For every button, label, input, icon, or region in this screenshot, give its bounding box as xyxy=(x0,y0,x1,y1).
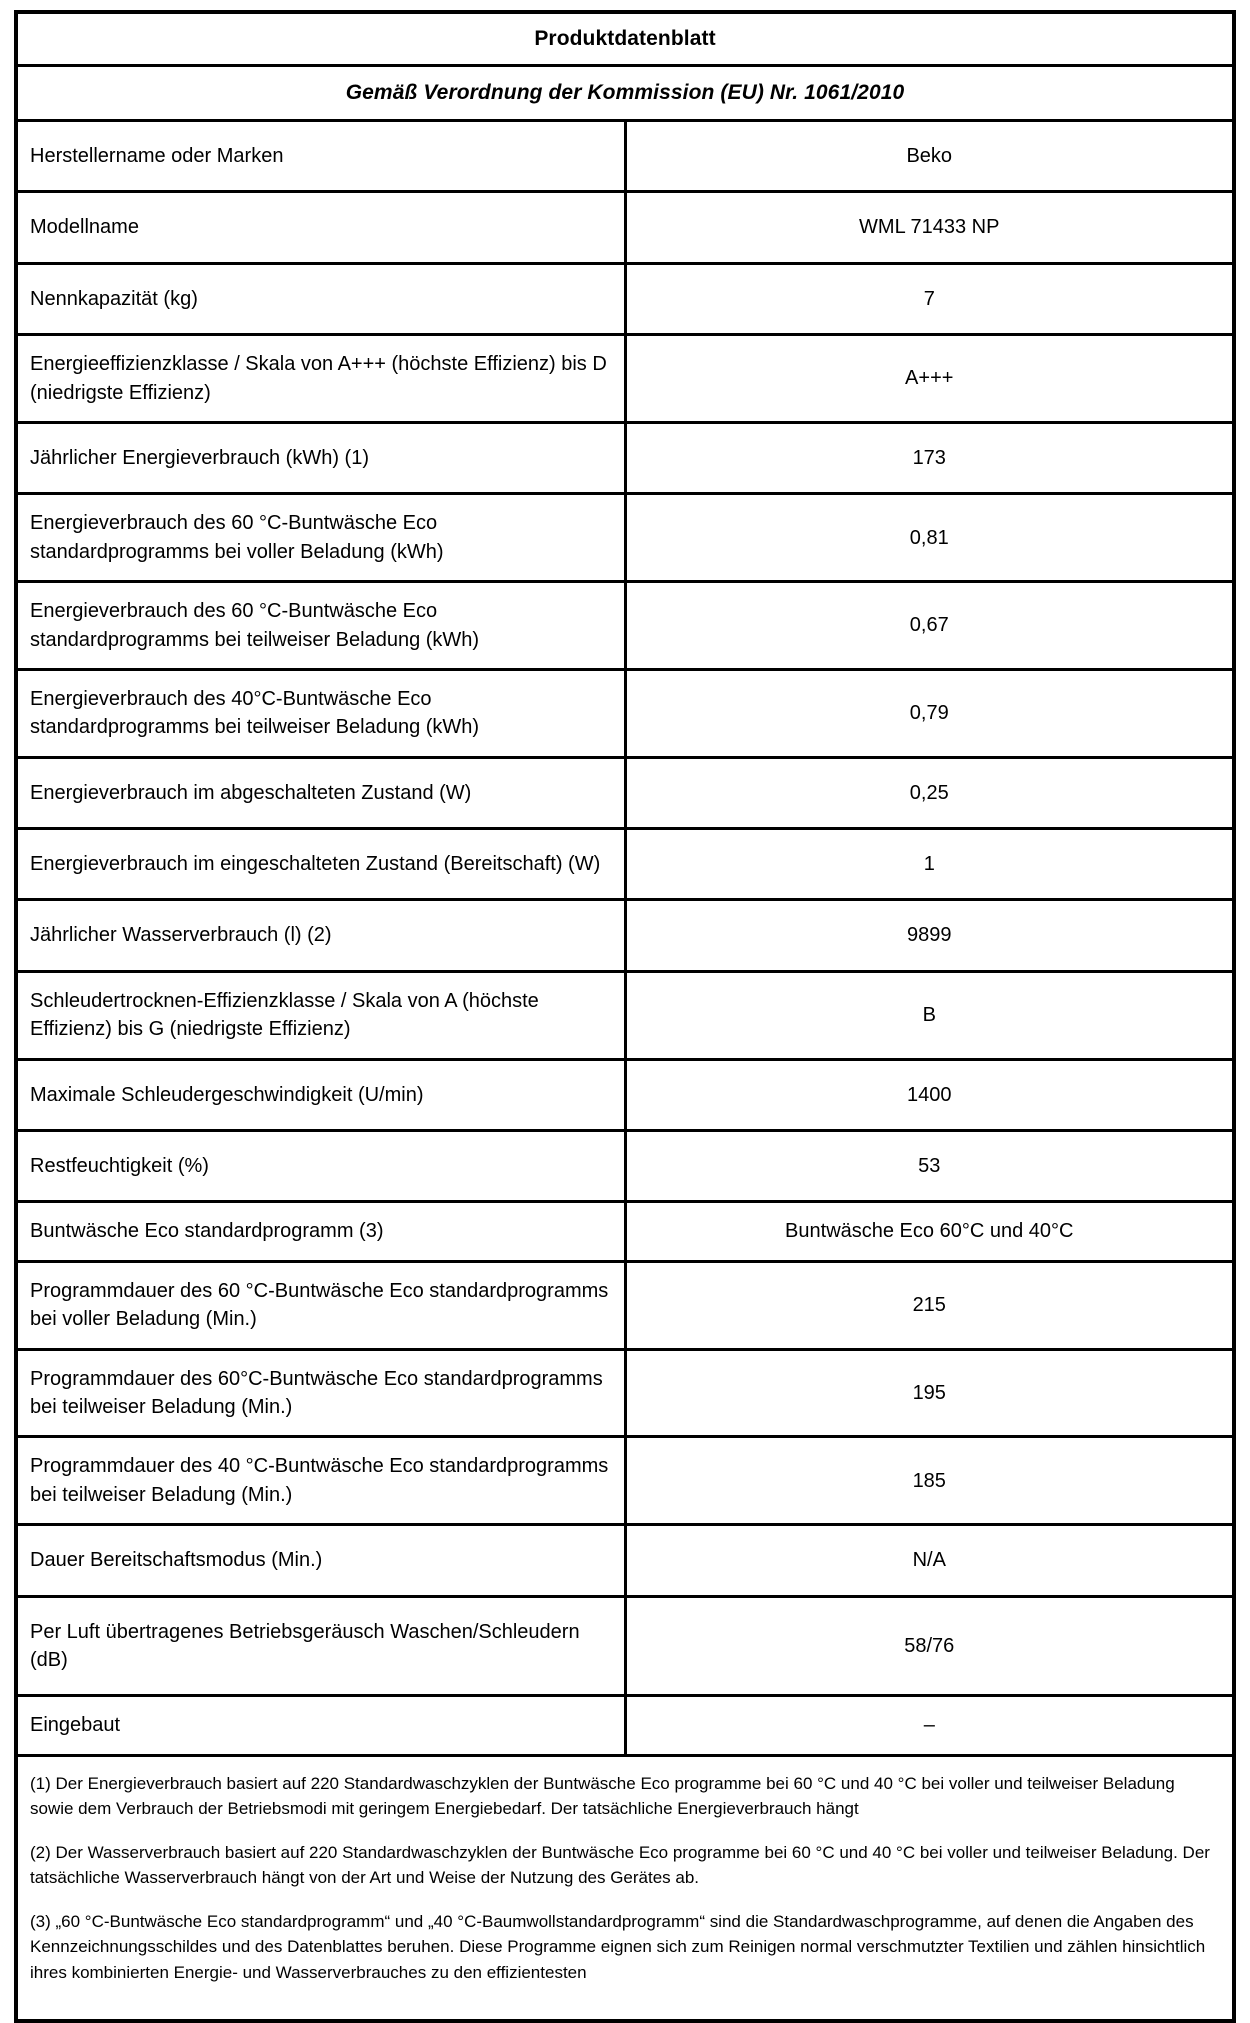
footnotes-row: (1) Der Energieverbrauch basiert auf 220… xyxy=(14,1753,1236,2023)
row-value: 9899 xyxy=(623,898,1236,973)
document-title: Produktdatenblatt xyxy=(14,10,1236,67)
row-label: Programmdauer des 40 °C-Buntwäsche Eco s… xyxy=(14,1435,627,1527)
table-row: Restfeuchtigkeit (%) 53 xyxy=(14,1129,1236,1204)
table-row: Energieverbrauch des 60 °C-Buntwäsche Ec… xyxy=(14,492,1236,584)
row-value: N/A xyxy=(623,1523,1236,1598)
product-data-table: Produktdatenblatt Gemäß Verordnung der K… xyxy=(14,10,1236,2023)
table-row: Modellname WML 71433 NP xyxy=(14,190,1236,265)
table-row: Programmdauer des 40 °C-Buntwäsche Eco s… xyxy=(14,1435,1236,1527)
row-value: 58/76 xyxy=(623,1594,1236,1698)
row-label: Restfeuchtigkeit (%) xyxy=(14,1129,627,1204)
footnotes-block: (1) Der Energieverbrauch basiert auf 220… xyxy=(14,1753,1236,2023)
row-label: Energieverbrauch des 40°C-Buntwäsche Eco… xyxy=(14,667,627,759)
row-value: WML 71433 NP xyxy=(623,190,1236,265)
table-row: Programmdauer des 60 °C-Buntwäsche Eco s… xyxy=(14,1259,1236,1351)
table-row: Energieverbrauch des 40°C-Buntwäsche Eco… xyxy=(14,667,1236,759)
row-label: Energieverbrauch im abgeschalteten Zusta… xyxy=(14,755,627,831)
footnote: (2) Der Wasserverbrauch basiert auf 220 … xyxy=(30,1842,1210,1888)
table-row: Jährlicher Energieverbrauch (kWh) (1) 173 xyxy=(14,420,1236,496)
row-value: Beko xyxy=(623,118,1236,194)
row-value: 0,79 xyxy=(623,667,1236,759)
row-label: Modellname xyxy=(14,190,627,265)
table-row: Herstellername oder Marken Beko xyxy=(14,118,1236,194)
row-value: 53 xyxy=(623,1129,1236,1204)
table-row: Jährlicher Wasserverbrauch (l) (2) 9899 xyxy=(14,898,1236,973)
row-value: 173 xyxy=(623,420,1236,496)
row-value: 7 xyxy=(623,261,1236,337)
row-label: Energieeffizienzklasse / Skala von A+++ … xyxy=(14,333,627,424)
row-label: Jährlicher Wasserverbrauch (l) (2) xyxy=(14,898,627,973)
row-value: A+++ xyxy=(623,333,1236,424)
row-value: 0,25 xyxy=(623,755,1236,831)
row-value: 185 xyxy=(623,1435,1236,1527)
table-row: Maximale Schleudergeschwindigkeit (U/min… xyxy=(14,1057,1236,1133)
row-label: Energieverbrauch des 60 °C-Buntwäsche Ec… xyxy=(14,492,627,584)
row-value: B xyxy=(623,969,1236,1061)
row-label: Per Luft übertragenes Betriebsgeräusch W… xyxy=(14,1594,627,1698)
row-label: Maximale Schleudergeschwindigkeit (U/min… xyxy=(14,1057,627,1133)
product-datasheet: Produktdatenblatt Gemäß Verordnung der K… xyxy=(14,10,1236,2023)
table-row: Nennkapazität (kg) 7 xyxy=(14,261,1236,337)
footnote: (1) Der Energieverbrauch basiert auf 220… xyxy=(30,1773,1175,1819)
row-value: 215 xyxy=(623,1259,1236,1351)
row-label: Schleudertrocknen-Effizienzklasse / Skal… xyxy=(14,969,627,1061)
table-row: Energieverbrauch im eingeschalteten Zust… xyxy=(14,827,1236,902)
row-label: Programmdauer des 60 °C-Buntwäsche Eco s… xyxy=(14,1259,627,1351)
table-row: Dauer Bereitschaftsmodus (Min.) N/A xyxy=(14,1523,1236,1598)
row-value: 0,67 xyxy=(623,580,1236,671)
table-row: Energieeffizienzklasse / Skala von A+++ … xyxy=(14,333,1236,424)
table-row: Energieverbrauch des 60 °C-Buntwäsche Ec… xyxy=(14,580,1236,671)
table-subtitle-row: Gemäß Verordnung der Kommission (EU) Nr.… xyxy=(14,64,1236,122)
row-label: Energieverbrauch im eingeschalteten Zust… xyxy=(14,827,627,902)
row-label: Herstellername oder Marken xyxy=(14,118,627,194)
row-label: Buntwäsche Eco standardprogramm (3) xyxy=(14,1200,627,1263)
row-value: 0,81 xyxy=(623,492,1236,584)
table-body: Produktdatenblatt Gemäß Verordnung der K… xyxy=(14,10,1236,2023)
row-label: Programmdauer des 60°C-Buntwäsche Eco st… xyxy=(14,1347,627,1439)
row-label: Dauer Bereitschaftsmodus (Min.) xyxy=(14,1523,627,1598)
row-value: Buntwäsche Eco 60°C und 40°C xyxy=(623,1200,1236,1263)
row-label: Energieverbrauch des 60 °C-Buntwäsche Ec… xyxy=(14,580,627,671)
table-row: Eingebaut – xyxy=(14,1694,1236,1757)
row-label: Eingebaut xyxy=(14,1694,627,1757)
table-row: Schleudertrocknen-Effizienzklasse / Skal… xyxy=(14,969,1236,1061)
table-row: Buntwäsche Eco standardprogramm (3) Buntw… xyxy=(14,1200,1236,1263)
table-row: Per Luft übertragenes Betriebsgeräusch W… xyxy=(14,1594,1236,1698)
table-title-row: Produktdatenblatt xyxy=(14,10,1236,67)
row-value: 195 xyxy=(623,1347,1236,1439)
row-value: – xyxy=(623,1694,1236,1757)
row-label: Nennkapazität (kg) xyxy=(14,261,627,337)
table-row: Programmdauer des 60°C-Buntwäsche Eco st… xyxy=(14,1347,1236,1439)
footnote: (3) „60 °C-Buntwäsche Eco standardprogra… xyxy=(30,1911,1206,1982)
table-row: Energieverbrauch im abgeschalteten Zusta… xyxy=(14,755,1236,831)
row-value: 1 xyxy=(623,827,1236,902)
row-value: 1400 xyxy=(623,1057,1236,1133)
document-subtitle: Gemäß Verordnung der Kommission (EU) Nr.… xyxy=(14,64,1236,122)
row-label: Jährlicher Energieverbrauch (kWh) (1) xyxy=(14,420,627,496)
